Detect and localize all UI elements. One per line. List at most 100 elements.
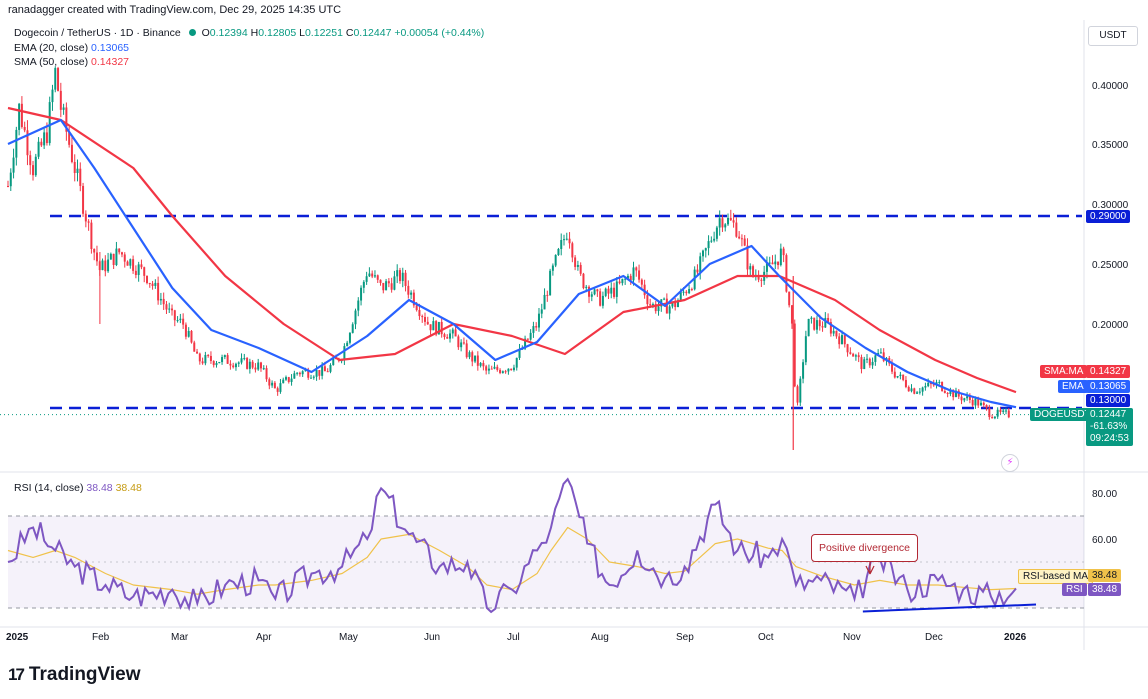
candle-body bbox=[193, 342, 196, 352]
candle-body bbox=[229, 363, 232, 366]
candle-body bbox=[457, 336, 460, 348]
rsi-pane bbox=[7, 477, 1084, 614]
candle-body bbox=[93, 249, 96, 253]
candle-body bbox=[95, 252, 98, 262]
candle-body bbox=[401, 272, 404, 282]
candle-body bbox=[688, 289, 691, 294]
candle-body bbox=[524, 338, 527, 349]
candle-body bbox=[549, 270, 552, 296]
candle-body bbox=[568, 238, 571, 244]
candle-body bbox=[615, 281, 618, 297]
candle-body bbox=[971, 400, 974, 406]
candle-body bbox=[107, 259, 110, 272]
price-tick: 0.25000 bbox=[1092, 260, 1129, 271]
time-label: 2026 bbox=[1004, 632, 1027, 643]
candle-body bbox=[343, 346, 346, 361]
candle-body bbox=[638, 270, 641, 280]
candle-body bbox=[412, 292, 415, 306]
candle-body bbox=[348, 332, 351, 343]
candle-body bbox=[743, 238, 746, 246]
candle-body bbox=[551, 265, 554, 271]
candle-body bbox=[532, 326, 535, 333]
candle-body bbox=[226, 355, 229, 364]
candle-body bbox=[421, 316, 424, 318]
rsi-tick: 80.00 bbox=[1092, 489, 1117, 500]
sma-legend[interactable]: SMA (50, close) 0.14327 bbox=[14, 56, 129, 68]
candle-body bbox=[279, 383, 282, 392]
candle-body bbox=[765, 262, 768, 272]
candle-body bbox=[813, 317, 816, 330]
candle-body bbox=[610, 287, 613, 294]
candle-body bbox=[952, 389, 955, 398]
candle-body bbox=[718, 218, 721, 228]
candle-body bbox=[874, 355, 877, 362]
lightning-icon[interactable]: ⚡ bbox=[1001, 454, 1019, 472]
candle-body bbox=[738, 236, 741, 239]
candle-body bbox=[960, 396, 963, 401]
rsi-tick: 60.00 bbox=[1092, 535, 1117, 546]
grid bbox=[0, 20, 1148, 650]
candle-body bbox=[285, 377, 287, 380]
candle-body bbox=[702, 250, 704, 257]
candle-body bbox=[82, 185, 85, 214]
candle-body bbox=[234, 363, 237, 368]
candle-body bbox=[507, 368, 510, 372]
candle-body bbox=[882, 352, 885, 361]
candle-body bbox=[835, 330, 838, 337]
candle-body bbox=[729, 217, 732, 221]
candle-body bbox=[668, 306, 671, 314]
axes: 0.40000 0.35000 0.30000 0.25000 0.20000 … bbox=[6, 81, 1129, 643]
support-tag: 0.13000 bbox=[1086, 394, 1131, 407]
candle-body bbox=[537, 313, 540, 328]
candle-body bbox=[68, 131, 71, 145]
candle-body bbox=[868, 358, 871, 366]
candle-body bbox=[518, 349, 521, 358]
candle-body bbox=[20, 103, 23, 127]
rsi-ma-tag-label: RSI-based MA bbox=[1018, 569, 1094, 584]
candle-body bbox=[104, 260, 107, 272]
currency-button[interactable]: USDT bbox=[1088, 26, 1138, 46]
candle-body bbox=[446, 336, 449, 339]
candle-body bbox=[487, 368, 490, 371]
candle-body bbox=[62, 107, 65, 110]
close-label: C bbox=[345, 27, 354, 39]
candle-body bbox=[454, 329, 457, 337]
candle-body bbox=[48, 102, 51, 144]
last-price-tag: 0.12447 -61.63% 09:24:53 bbox=[1086, 408, 1133, 446]
ema-tag: 0.13065 bbox=[1086, 380, 1131, 393]
ema-legend[interactable]: EMA (20, close) 0.13065 bbox=[14, 42, 129, 54]
close-value: 0.12447 bbox=[353, 27, 392, 39]
candle-body bbox=[37, 141, 40, 157]
candle-body bbox=[838, 336, 841, 345]
candle-body bbox=[146, 275, 148, 284]
time-label: Oct bbox=[758, 632, 774, 643]
candle-body bbox=[396, 270, 399, 277]
candle-body bbox=[860, 357, 863, 370]
candle-body bbox=[296, 372, 299, 374]
candle-body bbox=[148, 283, 151, 285]
candle-body bbox=[304, 370, 307, 372]
candle-body bbox=[590, 294, 593, 297]
candle-body bbox=[574, 257, 577, 267]
candle-body bbox=[118, 248, 121, 253]
candle-body bbox=[134, 270, 137, 276]
candle-body bbox=[852, 353, 855, 357]
candle-body bbox=[788, 291, 791, 306]
candle-body bbox=[209, 355, 212, 362]
candle-body bbox=[685, 291, 688, 294]
candle-body bbox=[271, 382, 274, 386]
candle-body bbox=[565, 238, 568, 240]
candle-body bbox=[849, 352, 852, 354]
candle-body bbox=[373, 275, 376, 277]
candle-body bbox=[968, 396, 971, 401]
candle-body bbox=[902, 374, 905, 380]
candle-body bbox=[321, 366, 324, 376]
candle-body bbox=[360, 287, 363, 301]
candle-body bbox=[596, 289, 599, 292]
candle-body bbox=[182, 318, 185, 325]
rsi-legend[interactable]: RSI (14, close) 38.48 38.48 bbox=[14, 482, 142, 494]
candle-body bbox=[482, 363, 485, 367]
candle-body bbox=[298, 372, 301, 375]
candle-body bbox=[757, 275, 760, 280]
